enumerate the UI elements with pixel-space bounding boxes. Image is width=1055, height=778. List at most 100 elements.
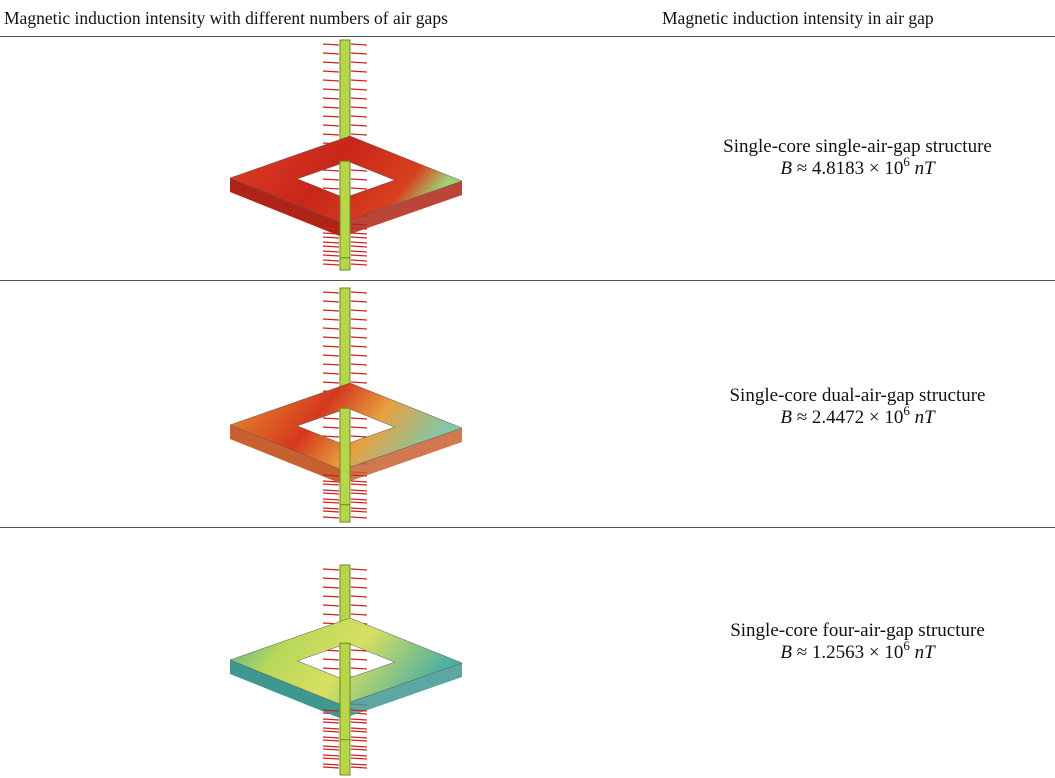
field-arrow <box>323 179 339 180</box>
field-arrow <box>351 255 367 256</box>
field-arrow <box>351 587 367 588</box>
field-arrow <box>351 346 367 347</box>
formula-coefficient: ≈ 1.2563 × 10 <box>797 642 904 663</box>
field-arrow <box>351 319 367 320</box>
field-arrow <box>323 292 339 293</box>
field-arrow <box>323 170 339 171</box>
field-arrow <box>351 749 367 750</box>
formula-unit: nT <box>915 158 935 179</box>
field-arrow <box>323 722 339 723</box>
field-arrow <box>323 301 339 302</box>
field-arrow <box>351 746 367 747</box>
field-arrow <box>323 373 339 374</box>
field-arrow <box>351 89 367 90</box>
field-arrow <box>351 188 367 189</box>
field-arrow <box>323 508 339 509</box>
field-arrow <box>323 767 339 768</box>
field-arrow <box>351 134 367 135</box>
conductor-rod <box>340 161 350 258</box>
formula-coefficient: ≈ 2.4472 × 10 <box>797 407 904 428</box>
field-arrow <box>351 737 367 738</box>
conductor-rod <box>340 643 350 740</box>
field-arrow <box>351 740 367 741</box>
field-arrow <box>351 569 367 570</box>
field-arrow <box>351 170 367 171</box>
field-arrow <box>323 436 339 437</box>
field-arrow <box>351 427 367 428</box>
label-line: Single-core four-air-gap structure <box>660 620 1055 642</box>
field-arrow <box>323 264 339 265</box>
field-arrow <box>323 98 339 99</box>
field-arrow <box>351 418 367 419</box>
field-arrow <box>323 746 339 747</box>
field-arrow <box>323 764 339 765</box>
field-arrow <box>351 337 367 338</box>
field-arrow <box>351 484 367 485</box>
field-arrow <box>323 125 339 126</box>
field-arrow <box>351 614 367 615</box>
structure-label: Single-core single-air-gap structure <box>723 136 992 157</box>
field-arrow <box>351 499 367 500</box>
field-arrow <box>323 53 339 54</box>
field-arrow <box>323 511 339 512</box>
field-arrow <box>351 310 367 311</box>
field-arrow <box>323 107 339 108</box>
field-arrow <box>323 418 339 419</box>
field-arrow <box>323 89 339 90</box>
field-arrow <box>323 382 339 383</box>
formula-unit: nT <box>915 642 935 663</box>
field-arrow <box>351 116 367 117</box>
field-arrow <box>351 264 367 265</box>
field-arrow <box>351 364 367 365</box>
column-header: Magnetic induction intensity in air gap <box>662 8 934 29</box>
field-arrow <box>351 502 367 503</box>
field-arrow <box>323 427 339 428</box>
field-arrow <box>323 605 339 606</box>
formula-symbol: B <box>780 158 792 179</box>
field-arrow <box>351 80 367 81</box>
field-arrow <box>323 346 339 347</box>
field-arrow <box>323 668 339 669</box>
field-arrow <box>351 758 367 759</box>
field-arrow <box>351 233 367 234</box>
formula-line: B ≈ 2.4472 × 106 nT <box>660 407 1055 429</box>
field-arrow <box>323 251 339 252</box>
formula-line: B ≈ 4.8183 × 106 nT <box>660 158 1055 180</box>
field-arrow <box>323 328 339 329</box>
field-arrow <box>323 569 339 570</box>
field-arrow <box>351 98 367 99</box>
field-arrow <box>351 301 367 302</box>
field-arrow <box>323 731 339 732</box>
field-arrow <box>323 134 339 135</box>
formula-unit: nT <box>915 407 935 428</box>
field-arrow <box>351 71 367 72</box>
field-arrow <box>323 242 339 243</box>
field-arrow <box>351 578 367 579</box>
field-arrow <box>351 125 367 126</box>
formula-exponent: 6 <box>903 403 910 418</box>
structure-label: Single-core four-air-gap structure <box>730 620 985 641</box>
field-arrow <box>351 53 367 54</box>
field-arrow <box>351 517 367 518</box>
field-arrow <box>351 605 367 606</box>
field-arrow <box>351 246 367 247</box>
field-arrow <box>351 659 367 660</box>
label-line: Single-core single-air-gap structure <box>660 136 1055 158</box>
field-arrow <box>351 728 367 729</box>
field-arrow <box>323 355 339 356</box>
field-arrow <box>323 728 339 729</box>
field-arrow <box>351 596 367 597</box>
field-arrow <box>351 490 367 491</box>
field-arrow <box>351 355 367 356</box>
field-arrow <box>351 242 367 243</box>
field-arrow <box>323 80 339 81</box>
field-arrow <box>323 337 339 338</box>
field-arrow <box>323 740 339 741</box>
field-arrow <box>351 373 367 374</box>
field-arrow <box>351 668 367 669</box>
field-arrow <box>323 237 339 238</box>
field-arrow <box>323 502 339 503</box>
field-arrow <box>351 767 367 768</box>
